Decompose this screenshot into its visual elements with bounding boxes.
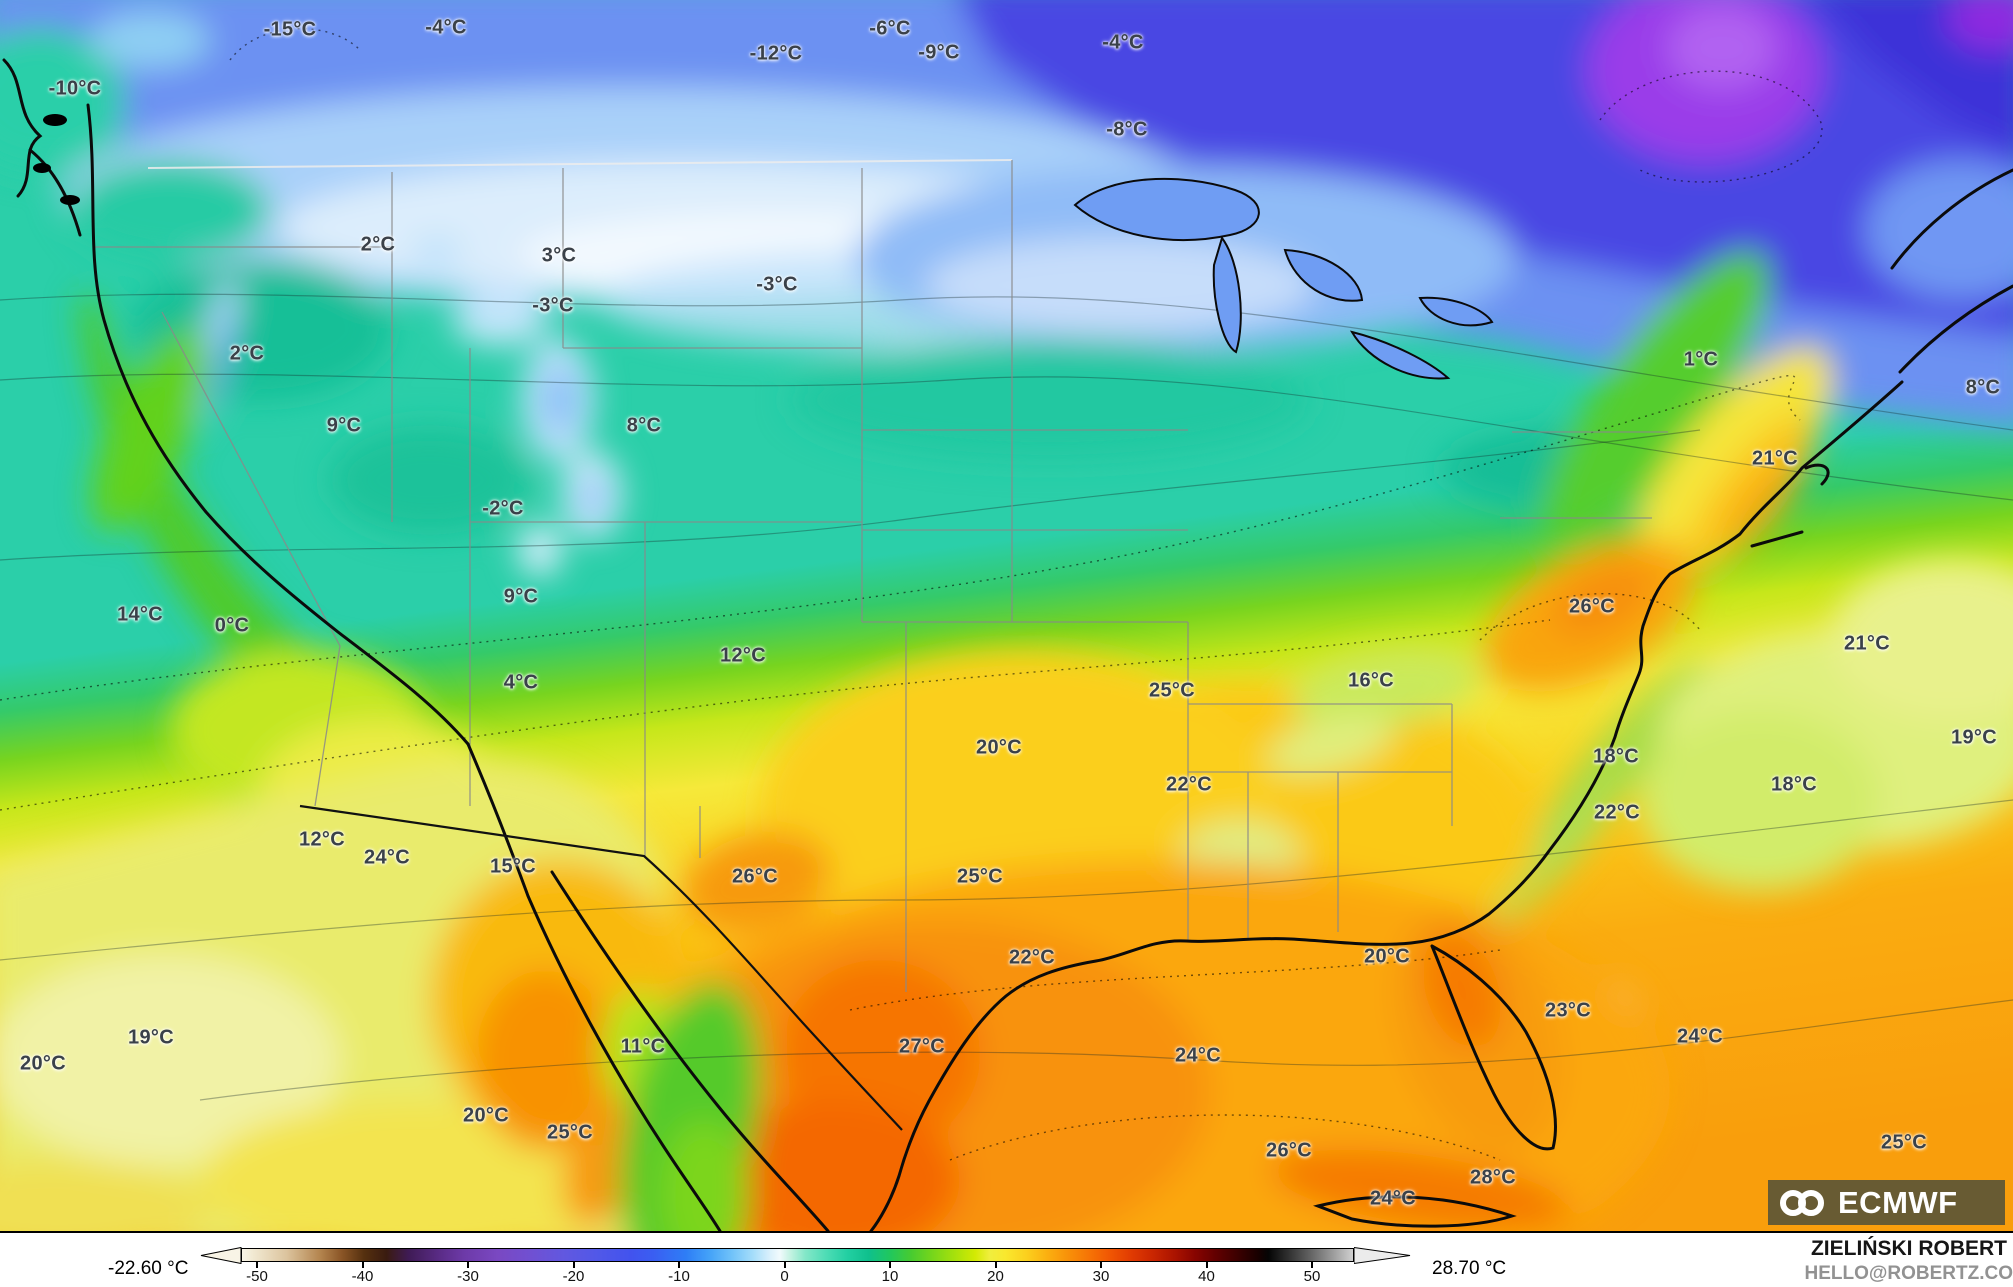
temp-label: 12°C [299, 828, 345, 851]
temp-label: 23°C [1545, 999, 1591, 1022]
attribution-author: ZIELIŃSKI ROBERT [1810, 1237, 2007, 1260]
temp-label: 21°C [1752, 447, 1798, 470]
colorbar-tick-label: -40 [351, 1268, 374, 1285]
boundaries [2, 58, 2013, 1231]
temp-label: 2°C [360, 233, 396, 256]
temp-label: 2°C [229, 342, 265, 365]
temp-label: 20°C [463, 1104, 509, 1127]
colorbar-tick-label: 40 [1198, 1268, 1215, 1285]
temp-label: 20°C [976, 736, 1022, 759]
temp-label: 25°C [1881, 1131, 1927, 1154]
temp-label: 15°C [490, 855, 536, 878]
temp-label: 24°C [1370, 1187, 1416, 1210]
temp-label: 9°C [503, 585, 539, 608]
colorbar-tick-label: -50 [246, 1268, 268, 1285]
colorbar-tick-label: 10 [881, 1268, 899, 1285]
colorbar-tick-label: 20 [987, 1268, 1004, 1285]
colorbar-tick-label: -10 [668, 1268, 690, 1285]
colorbar-tick-mark [256, 1262, 258, 1268]
temp-label: 8°C [1965, 376, 2001, 399]
colorbar-tick-label: 50 [1303, 1268, 1321, 1285]
temp-label: -9°C [918, 41, 960, 64]
colorbar-tick-mark [1205, 1262, 1208, 1268]
colorbar-tick-label: -20 [562, 1268, 585, 1285]
temp-label: -2°C [482, 497, 524, 520]
temp-label: -3°C [756, 273, 798, 296]
colorbar-min-label: -22.60 °C [108, 1258, 189, 1279]
temp-label: 26°C [732, 865, 778, 888]
temp-label: 25°C [1149, 679, 1195, 702]
temp-label: 20°C [20, 1052, 66, 1075]
temp-label: 28°C [1470, 1166, 1516, 1189]
colorbar-tick-mark [361, 1262, 364, 1268]
temp-label: 4°C [503, 671, 539, 694]
temp-label: 14°C [117, 603, 163, 626]
colorbar-gradient [241, 1248, 1354, 1262]
temp-label: 8°C [626, 414, 662, 437]
temp-label: -6°C [869, 17, 911, 40]
temp-label: -4°C [1102, 31, 1144, 54]
colorbar-max-label: 28.70 °C [1432, 1258, 1507, 1279]
temp-label: 12°C [720, 644, 766, 667]
ecmwf-logo-text: ECMWF [1838, 1185, 1958, 1220]
temp-label: 21°C [1844, 632, 1890, 655]
temp-label: 20°C [1364, 945, 1410, 968]
colorbar-tick-mark [783, 1262, 786, 1268]
attribution-contact: HELLO@ROBERTZ.CO [1804, 1263, 2013, 1284]
temp-label: 11°C [620, 1035, 666, 1058]
temperature-field-canvas [0, 0, 2013, 1231]
map-area: -15°C -4°C -12°C -6°C -9°C -10°C -4°C -8°C 2°C 3°… [0, 0, 2013, 1233]
temp-label: -3°C [532, 294, 574, 317]
colorbar-tick-label: 0 [780, 1268, 789, 1285]
temp-label: 1°C [1683, 348, 1719, 371]
ecmwf-watermark: ECMWF [1768, 1180, 2005, 1225]
temp-label: 26°C [1266, 1139, 1312, 1162]
temperature-labels-layer: -15°C -4°C -12°C -6°C -9°C -10°C -4°C -8°C 2°C 3°… [20, 16, 2001, 1210]
temp-label: 19°C [1951, 726, 1997, 749]
temp-label: -12°C [749, 42, 803, 65]
temp-label: 27°C [899, 1035, 945, 1058]
temp-label: 26°C [1569, 595, 1615, 618]
colorbar-tick-mark [994, 1262, 997, 1268]
temp-label: 25°C [547, 1121, 593, 1144]
colorbar-left-arrow [200, 1246, 242, 1269]
temp-label: -4°C [425, 16, 467, 39]
temp-label: 25°C [957, 865, 1003, 888]
temp-label: 19°C [128, 1026, 174, 1049]
temp-label: 0°C [214, 614, 250, 637]
temp-label: -8°C [1106, 118, 1148, 141]
temp-label: 22°C [1166, 773, 1212, 796]
colorbar-tick-label: -30 [457, 1268, 479, 1285]
temp-label: 24°C [364, 846, 410, 869]
temp-label: 22°C [1594, 801, 1640, 824]
ecmwf-rings-icon [1778, 1187, 1830, 1219]
colorbar-tick-mark [889, 1262, 891, 1268]
contour-lines [0, 293, 2013, 1101]
colorbar-tick-mark [678, 1262, 680, 1268]
temp-label: 3°C [541, 244, 577, 267]
temp-label: -10°C [48, 77, 102, 100]
temp-label: 24°C [1677, 1025, 1723, 1048]
temp-label: 22°C [1009, 946, 1055, 969]
colorbar-tick-mark [572, 1262, 575, 1268]
temp-label: 16°C [1348, 669, 1394, 692]
colorbar-tick-mark [467, 1262, 469, 1268]
colorbar-tick-label: 30 [1092, 1268, 1110, 1285]
temp-label: 18°C [1771, 773, 1817, 796]
temp-label: 24°C [1175, 1044, 1221, 1067]
great-lakes [1073, 177, 1494, 380]
temp-label: 9°C [326, 414, 362, 437]
colorbar-right-arrow [1353, 1246, 1412, 1269]
colorbar-tick-mark [1311, 1262, 1313, 1268]
colorbar-tick-mark [1100, 1262, 1102, 1268]
temp-label: 18°C [1593, 745, 1639, 768]
temp-label: -15°C [263, 18, 317, 41]
